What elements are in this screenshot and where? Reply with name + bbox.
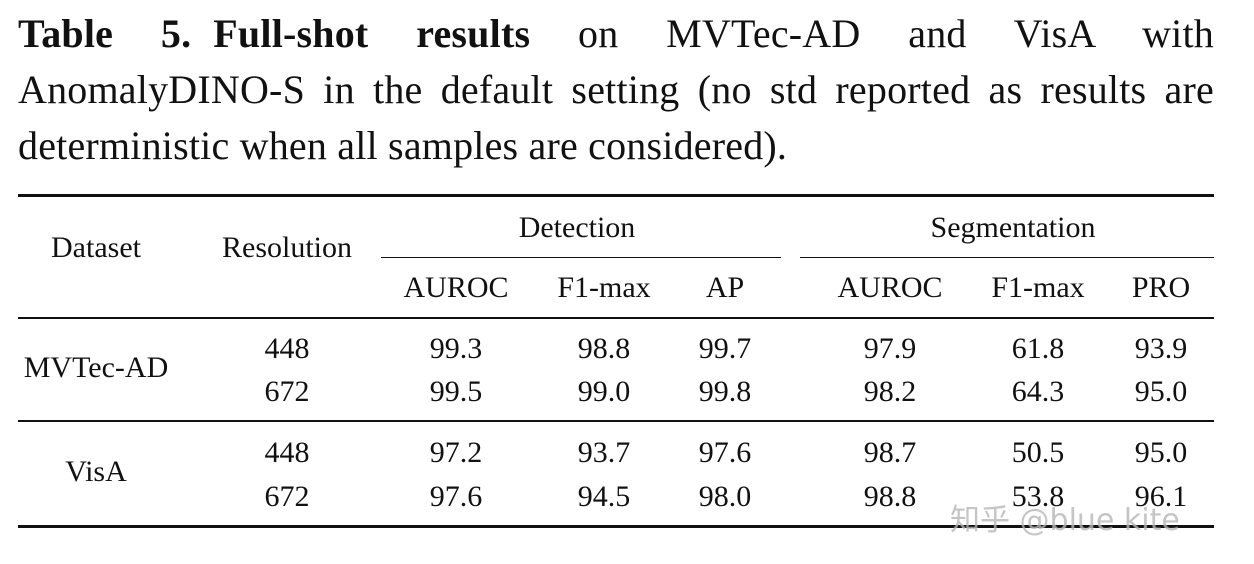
header-rule — [18, 317, 1214, 319]
header-metric-seg-pro: PRO — [1131, 271, 1191, 304]
value-cell: 97.6 — [698, 436, 752, 469]
header-resolution: Resolution — [221, 231, 353, 264]
group-separator-rule — [18, 420, 1214, 422]
header-segmentation: Segmentation — [930, 211, 1096, 244]
value-cell: 94.5 — [577, 480, 631, 513]
value-cell: 93.9 — [1134, 332, 1188, 365]
value-cell: 99.8 — [698, 375, 752, 408]
header-metric-seg-auroc: AUROC — [837, 271, 943, 304]
top-rule — [18, 194, 1214, 197]
value-cell: 61.8 — [1011, 332, 1065, 365]
header-metric-det-auroc: AUROC — [403, 271, 509, 304]
header-metric-seg-f1max: F1-max — [991, 271, 1085, 304]
value-cell: 95.0 — [1134, 375, 1188, 408]
value-cell: 99.0 — [577, 375, 631, 408]
header-detection: Detection — [518, 211, 636, 244]
caption-label: Table 5. — [18, 11, 192, 56]
resolution-cell: 448 — [264, 332, 310, 365]
detection-cmidrule — [381, 257, 781, 259]
value-cell: 50.5 — [1011, 436, 1065, 469]
value-cell: 53.8 — [1011, 480, 1065, 513]
resolution-cell: 672 — [264, 375, 310, 408]
value-cell: 96.1 — [1134, 480, 1188, 513]
caption-title: Full-shot results — [213, 11, 531, 56]
value-cell: 97.6 — [429, 480, 483, 513]
header-dataset: Dataset — [51, 231, 141, 264]
value-cell: 99.7 — [698, 332, 752, 365]
value-cell: 98.8 — [863, 480, 917, 513]
value-cell: 97.9 — [863, 332, 917, 365]
bottom-rule — [18, 525, 1214, 528]
value-cell: 98.8 — [577, 332, 631, 365]
watermark-text: 知乎 @blue kite — [950, 503, 1180, 538]
caption-text: on MVTec-AD and VisA with AnomalyDINO-S … — [18, 11, 1214, 168]
value-cell: 64.3 — [1011, 375, 1065, 408]
value-cell: 99.3 — [429, 332, 483, 365]
resolution-cell: 672 — [264, 480, 310, 513]
segmentation-cmidrule — [800, 257, 1214, 259]
value-cell: 98.7 — [863, 436, 917, 469]
header-metric-det-f1max: F1-max — [557, 271, 651, 304]
value-cell: 99.5 — [429, 375, 483, 408]
table-caption: Table 5. Full-shot results on MVTec-AD an… — [18, 6, 1214, 174]
value-cell: 98.0 — [698, 480, 752, 513]
value-cell: 93.7 — [577, 436, 631, 469]
resolution-cell: 448 — [264, 436, 310, 469]
value-cell: 95.0 — [1134, 436, 1188, 469]
dataset-label-mvtec: MVTec-AD — [23, 351, 169, 384]
value-cell: 98.2 — [863, 375, 917, 408]
dataset-label-visa: VisA — [65, 455, 127, 488]
value-cell: 97.2 — [429, 436, 483, 469]
header-metric-det-ap: AP — [705, 271, 745, 304]
